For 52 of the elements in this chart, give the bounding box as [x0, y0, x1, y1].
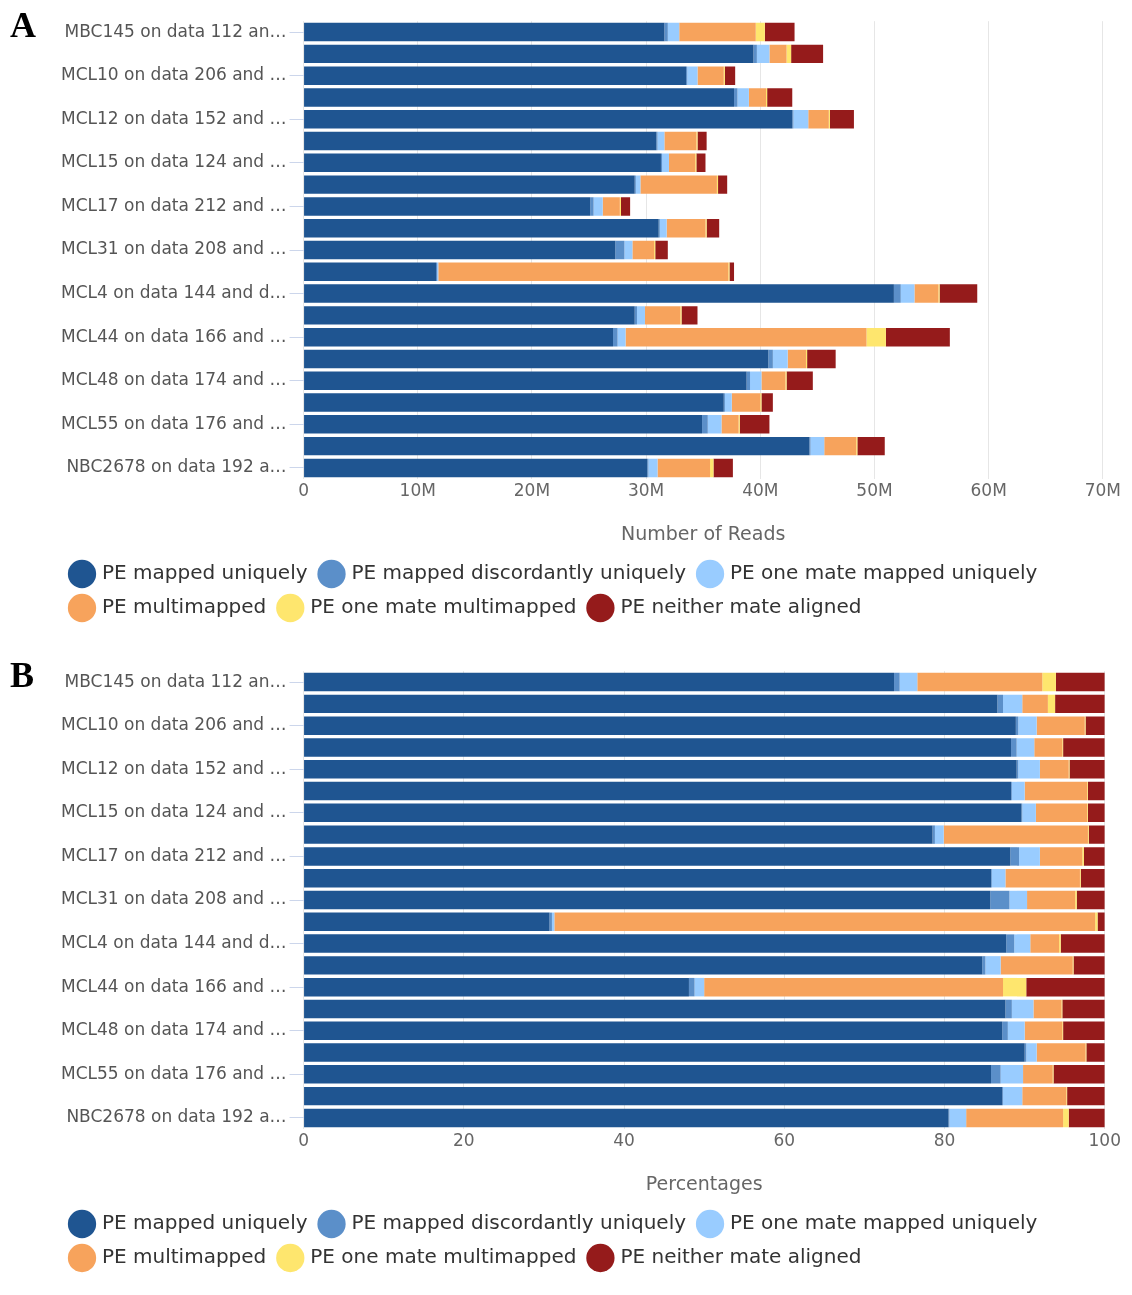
- legend-label: PE neither mate aligned: [620, 594, 862, 619]
- legend-label: PE one mate mapped uniquely: [730, 1210, 1038, 1235]
- x-tick-label: 80: [933, 1130, 956, 1151]
- y-tick-label: MCL15 on data 124 and …: [60, 151, 287, 172]
- x-tick-label: 60M: [970, 480, 1007, 501]
- x-tick-label: 40M: [742, 480, 779, 501]
- y-tick-label: MCL55 on data 176 and …: [60, 412, 287, 433]
- y-tick-label: MBC145 on data 112 an…: [64, 670, 287, 691]
- y-tick-label: MCL55 on data 176 and …: [60, 1062, 287, 1083]
- x-tick-label: 20: [452, 1130, 475, 1151]
- legend-label: PE mapped uniquely: [102, 1210, 308, 1235]
- y-tick-label: MCL17 on data 212 and …: [60, 194, 287, 215]
- x-tick-label: 0: [298, 480, 309, 501]
- legend-label: PE mapped discordantly uniquely: [351, 1210, 687, 1235]
- y-tick-label: MCL4 on data 144 and d…: [61, 282, 287, 302]
- legend-label: PE multimapped: [102, 1244, 267, 1269]
- legend-label: PE multimapped: [102, 594, 267, 619]
- x-tick-label: 70M: [1084, 480, 1122, 501]
- y-tick-label: MCL4 on data 144 and d…: [61, 932, 287, 952]
- y-tick-label: MCL15 on data 124 and …: [60, 801, 287, 822]
- y-tick-label: MCL12 on data 152 and …: [60, 107, 287, 128]
- legend-label: PE one mate multimapped: [310, 594, 577, 619]
- legend-label: PE mapped discordantly uniquely: [351, 560, 687, 585]
- legend-label: PE neither mate aligned: [620, 1244, 862, 1269]
- x-tick-label: 40: [613, 1130, 635, 1151]
- x-tick-label: 10M: [399, 480, 436, 501]
- y-tick-label: NBC2678 on data 192 a…: [66, 1106, 287, 1127]
- legend-label: PE one mate mapped uniquely: [730, 560, 1038, 585]
- y-tick-label: MCL10 on data 206 and …: [60, 714, 287, 735]
- x-axis-title: Percentages: [645, 1171, 763, 1194]
- y-tick-label: MCL44 on data 166 and …: [60, 325, 287, 346]
- y-tick-label: MCL31 on data 208 and …: [60, 238, 287, 259]
- chart-title: A: [10, 4, 36, 46]
- x-tick-label: 100: [1088, 1130, 1121, 1151]
- x-tick-label: 30M: [627, 480, 665, 501]
- y-tick-label: MCL10 on data 206 and …: [60, 64, 287, 85]
- y-tick-label: MCL44 on data 166 and …: [60, 975, 287, 996]
- legend-label: PE mapped uniquely: [102, 560, 308, 585]
- x-tick-label: 60: [773, 1130, 796, 1151]
- y-tick-label: MCL48 on data 174 and …: [60, 1019, 287, 1040]
- y-tick-label: NBC2678 on data 192 a…: [66, 456, 287, 477]
- legend-label: PE one mate multimapped: [310, 1244, 577, 1269]
- chart-title: B: [10, 654, 35, 696]
- x-axis-title: Number of Reads: [621, 521, 786, 544]
- y-tick-label: MCL12 on data 152 and …: [60, 757, 287, 778]
- x-tick-label: 20M: [513, 480, 551, 501]
- x-tick-label: 50M: [856, 480, 893, 501]
- y-tick-label: MCL48 on data 174 and …: [60, 369, 287, 390]
- y-tick-label: MCL17 on data 212 and …: [60, 844, 287, 865]
- x-tick-label: 0: [298, 1130, 309, 1151]
- y-tick-label: MCL31 on data 208 and …: [60, 888, 287, 909]
- y-tick-label: MBC145 on data 112 an…: [64, 20, 287, 41]
